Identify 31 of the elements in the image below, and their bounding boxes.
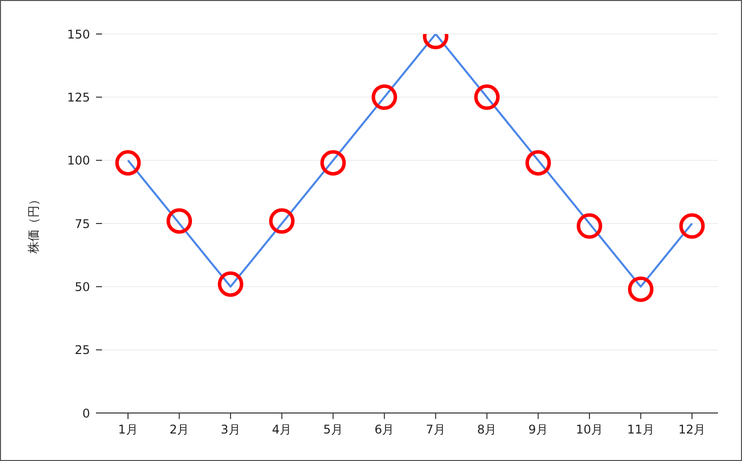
x-tick-label: 12月 [678,422,706,437]
y-axis-title: 株価（円） [26,194,40,254]
point [679,213,705,239]
x-tick-label: 4月 [272,422,292,437]
point [628,276,654,302]
point [320,150,346,176]
y-tick-label: 50 [74,280,90,294]
x-tick-label: 2月 [169,422,190,437]
point [166,208,192,234]
point [474,84,500,110]
point [576,213,602,239]
point [269,208,295,234]
x-tick-label: 10月 [576,422,604,437]
point [372,84,398,110]
y-tick-label: 0 [82,406,90,420]
y-tick-label: 25 [74,343,90,358]
y-tick-label: 150 [67,27,90,42]
x-tick-label: 6月 [374,422,394,437]
x-tick-label: 11月 [627,422,654,437]
x-tick-label: 7月 [426,422,446,437]
y-tick-label: 75 [74,216,90,231]
y-tick-label: 100 [67,154,90,168]
point [525,150,551,176]
point [115,150,141,176]
x-tick-label: 5月 [323,422,343,437]
x-tick-label: 1月 [118,422,138,437]
x-tick-label: 9月 [528,422,548,437]
x-tick-label: 3月 [220,422,240,437]
y-tick-label: 125 [67,90,90,104]
x-tick-label: 8月 [477,422,497,437]
point [218,271,244,297]
